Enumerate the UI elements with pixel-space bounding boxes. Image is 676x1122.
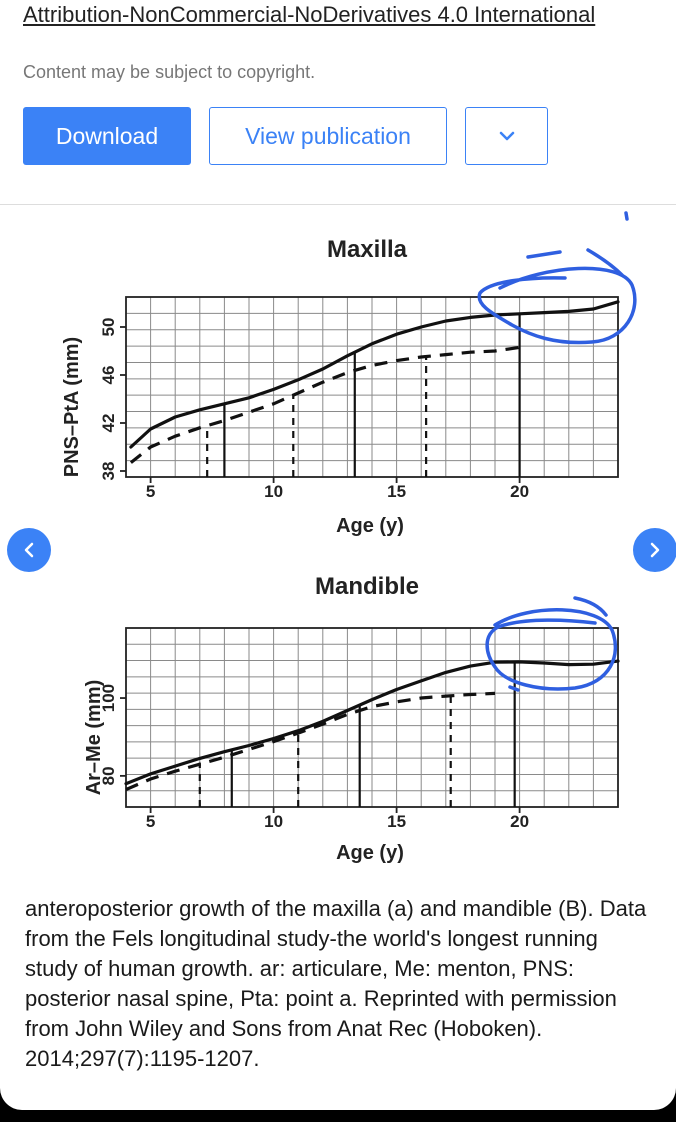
y-tick-label: 46	[99, 366, 118, 385]
bottom-dash-annotation	[508, 685, 520, 692]
next-figure-button[interactable]	[633, 528, 676, 572]
x-tick-label: 15	[387, 482, 406, 501]
plot-frame	[125, 627, 619, 808]
x-tick-label: 15	[387, 812, 406, 831]
previous-figure-button[interactable]	[7, 528, 51, 572]
top-tick-annotation	[624, 211, 629, 221]
plot-grid	[126, 628, 618, 807]
mandible-chart: 5 10 15 20 80 100 Mandible Age (y) Ar–Me (mm)	[83, 573, 620, 864]
chart-title: Mandible	[315, 573, 419, 600]
copyright-note: Content may be subject to copyright.	[23, 62, 316, 82]
chevron-down-icon	[499, 131, 514, 141]
plot-grid	[126, 297, 618, 477]
y-axis-label: PNS–PtA (mm)	[61, 337, 83, 477]
more-options-button[interactable]	[465, 107, 548, 165]
annotation-scribbles	[477, 211, 637, 692]
x-axis-label: Age (y)	[336, 842, 404, 864]
top-dash-annotation	[526, 250, 562, 259]
chevron-left-icon	[24, 542, 34, 558]
y-tick-label: 50	[99, 318, 118, 337]
figure-caption: anteroposterior growth of the maxilla (a…	[25, 896, 647, 1071]
x-tick-label: 5	[146, 482, 155, 501]
x-tick-label: 20	[510, 812, 529, 831]
top-arrow-annotation	[586, 248, 624, 277]
download-button[interactable]: Download	[23, 107, 191, 165]
maxilla-chart: 5 10 15 20 38 42 46 50 Maxilla Age (y) PNS–PtA (mm…	[61, 236, 620, 537]
y-tick-label: 100	[99, 684, 118, 712]
x-tick-label: 20	[510, 482, 529, 501]
view-publication-button[interactable]: View publication	[209, 107, 447, 165]
bottom-arrow-annotation	[573, 596, 608, 617]
x-tick-label: 10	[264, 482, 283, 501]
x-tick-label: 5	[146, 812, 155, 831]
y-tick-label: 38	[99, 462, 118, 481]
y-axis-label: Ar–Me (mm)	[83, 680, 105, 796]
bottom-circle-annotation	[485, 608, 618, 691]
series-line-dashed	[129, 345, 520, 464]
chevron-right-icon	[650, 542, 660, 558]
series-line-solid	[129, 300, 620, 449]
x-axis-label: Age (y)	[336, 515, 404, 537]
license-link[interactable]: Attribution-NonCommercial-NoDerivatives …	[23, 2, 596, 27]
divider	[0, 204, 676, 205]
series-line-solid	[124, 659, 620, 786]
top-circle-annotation	[477, 266, 637, 345]
growth-figure: 5 10 15 20 38 42 46 50 Maxilla Age (y) PNS–PtA (mm…	[61, 211, 637, 864]
x-tick-label: 10	[264, 812, 283, 831]
plot-frame	[125, 296, 619, 478]
y-tick-label: 80	[99, 766, 118, 785]
y-tick-label: 42	[99, 414, 118, 433]
chart-title: Maxilla	[327, 236, 408, 263]
